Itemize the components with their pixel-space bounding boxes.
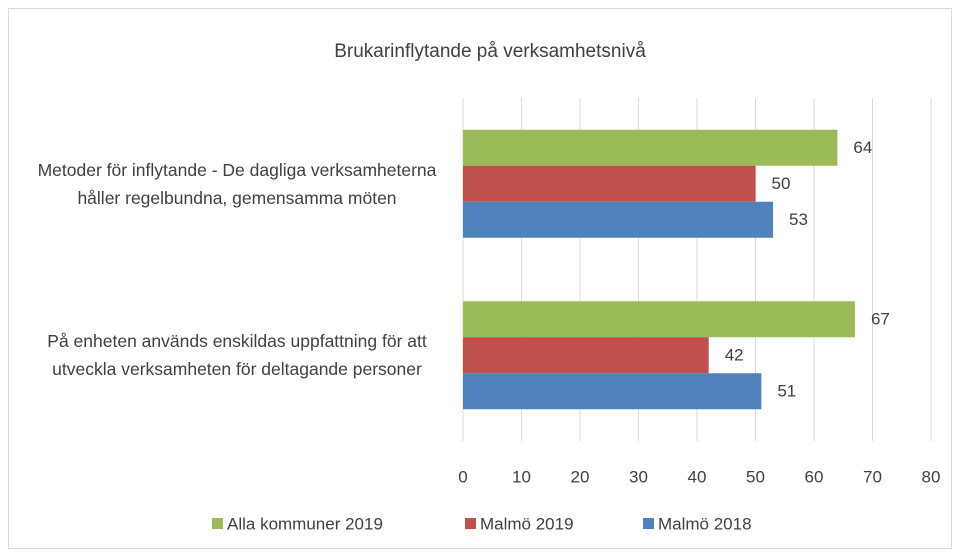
x-tick-label: 20 — [571, 467, 590, 486]
legend-swatch — [465, 518, 476, 529]
data-label: 51 — [777, 382, 796, 401]
y-tick-label: På enheten används enskildas uppfattning… — [47, 331, 427, 380]
data-label: 53 — [789, 210, 808, 229]
bar — [463, 129, 838, 166]
x-tick-label: 40 — [688, 467, 707, 486]
chart-title: Brukarinflytande på verksamhetsnivå — [334, 41, 646, 62]
x-tick-label: 50 — [746, 467, 765, 486]
chart-border — [8, 8, 952, 549]
legend-label: Malmö 2019 — [480, 514, 574, 533]
data-label: 50 — [772, 174, 791, 193]
legend-label: Alla kommuner 2019 — [227, 514, 383, 533]
bar — [463, 337, 709, 374]
bar — [463, 301, 855, 338]
bar — [463, 165, 756, 202]
x-tick-label: 30 — [629, 467, 648, 486]
data-label: 42 — [725, 346, 744, 365]
x-tick-label: 60 — [805, 467, 824, 486]
x-tick-label: 0 — [458, 467, 467, 486]
x-tick-label: 10 — [512, 467, 531, 486]
x-tick-label: 80 — [922, 467, 941, 486]
bar — [463, 373, 762, 410]
bar — [463, 201, 774, 238]
legend-label: Malmö 2018 — [658, 514, 752, 533]
y-tick-label: Metoder för inflytande - De dagliga verk… — [37, 159, 437, 208]
data-label: 64 — [853, 138, 872, 157]
legend-swatch — [643, 518, 654, 529]
legend-swatch — [212, 518, 223, 529]
data-label: 67 — [871, 310, 890, 329]
x-tick-label: 70 — [863, 467, 882, 486]
